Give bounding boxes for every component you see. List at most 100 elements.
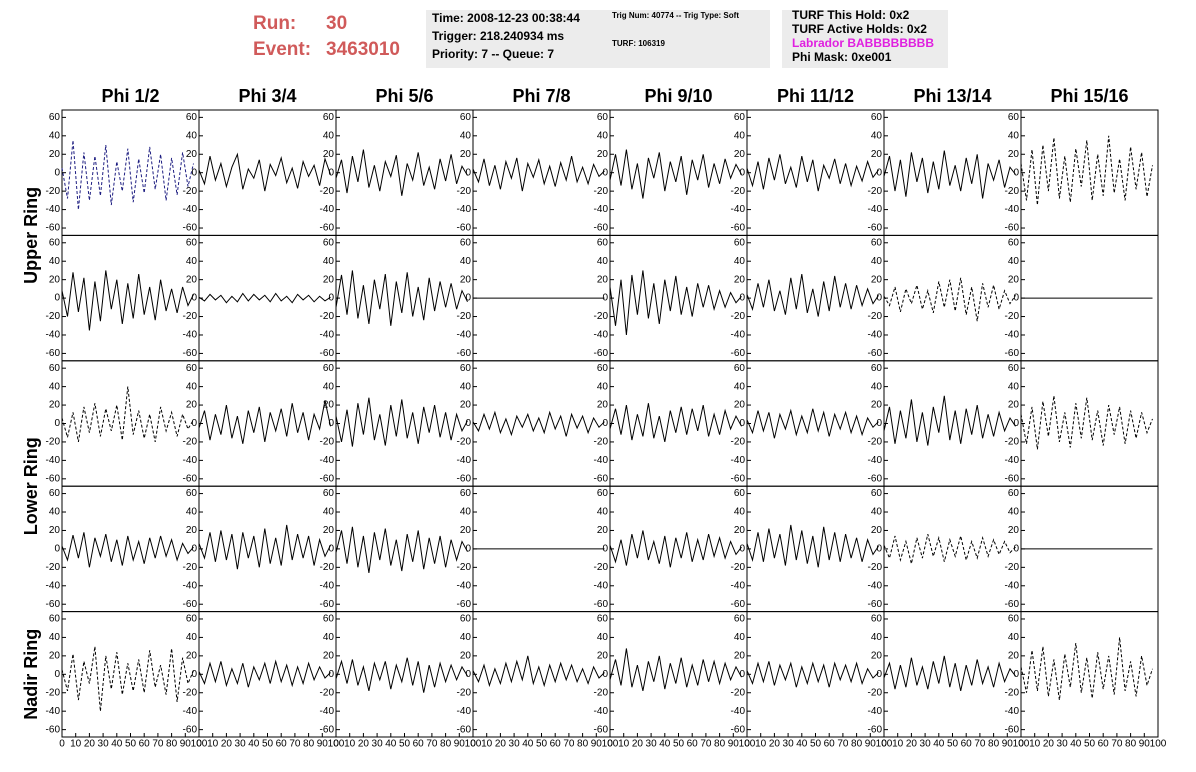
x-tick-label: 80 xyxy=(577,739,589,750)
x-tick-label: 0 xyxy=(470,739,476,750)
x-tick-label: 50 xyxy=(536,739,548,750)
x-tick-label: 10 xyxy=(892,739,904,750)
y-tick-label: 0 xyxy=(876,669,882,680)
y-tick-label: 0 xyxy=(328,293,334,304)
waveform xyxy=(61,646,194,712)
panel-frame xyxy=(335,109,474,236)
y-tick-label: 40 xyxy=(460,632,472,643)
x-tick-label: 10 xyxy=(755,739,767,750)
y-tick-label: 60 xyxy=(597,237,609,248)
y-tick-label: -20 xyxy=(731,562,746,573)
y-tick-label: -40 xyxy=(594,330,609,341)
x-tick-label: 40 xyxy=(1070,739,1082,750)
y-tick-label: 40 xyxy=(323,632,335,643)
y-tick-label: -20 xyxy=(457,687,472,698)
waveform xyxy=(746,154,879,192)
y-tick-label: 0 xyxy=(602,293,608,304)
y-tick-label: 20 xyxy=(186,149,198,160)
y-tick-label: -60 xyxy=(457,223,472,234)
y-tick-label: 0 xyxy=(602,669,608,680)
info-box xyxy=(605,10,770,68)
y-tick-label: -60 xyxy=(183,473,198,484)
x-tick-label: 30 xyxy=(1057,739,1069,750)
y-tick-label: -20 xyxy=(183,186,198,197)
y-tick-label: 40 xyxy=(1008,130,1020,141)
y-tick-label: -20 xyxy=(594,437,609,448)
y-tick-label: 60 xyxy=(734,112,746,123)
y-tick-label: 20 xyxy=(597,149,609,160)
y-tick-label: 20 xyxy=(460,149,472,160)
x-tick-label: 40 xyxy=(522,739,534,750)
x-tick-label: 80 xyxy=(440,739,452,750)
column-title: Phi 11/12 xyxy=(777,86,854,106)
y-tick-label: 20 xyxy=(49,400,61,411)
y-tick-label: 40 xyxy=(1008,507,1020,518)
x-tick-label: 60 xyxy=(550,739,562,750)
y-tick-label: 60 xyxy=(597,614,609,625)
x-tick-label: 0 xyxy=(881,739,887,750)
x-tick-label: 20 xyxy=(495,739,507,750)
y-tick-label: 40 xyxy=(323,507,335,518)
y-tick-label: -20 xyxy=(457,437,472,448)
x-tick-label: 10 xyxy=(207,739,219,750)
x-tick-label: 50 xyxy=(673,739,685,750)
y-tick-label: -40 xyxy=(457,580,472,591)
waveform xyxy=(609,403,742,443)
y-tick-label: 60 xyxy=(460,363,472,374)
y-tick-label: -20 xyxy=(868,437,883,448)
y-tick-label: -20 xyxy=(1005,437,1020,448)
panel-frame xyxy=(335,485,474,613)
y-tick-label: -60 xyxy=(868,724,883,735)
y-tick-label: 0 xyxy=(1013,293,1019,304)
y-tick-label: -20 xyxy=(46,562,61,573)
x-tick-label: 20 xyxy=(906,739,918,750)
y-tick-label: 0 xyxy=(54,418,60,429)
y-tick-label: -60 xyxy=(731,599,746,610)
x-tick-label: 40 xyxy=(248,739,260,750)
y-tick-label: 0 xyxy=(54,544,60,555)
panel-frame xyxy=(1020,360,1159,487)
x-tick-label: 60 xyxy=(1098,739,1110,750)
x-tick-label: 80 xyxy=(1125,739,1137,750)
y-tick-label: -40 xyxy=(46,330,61,341)
x-tick-label: 90 xyxy=(1002,739,1014,750)
x-tick-label: 30 xyxy=(372,739,384,750)
y-tick-label: -40 xyxy=(320,580,335,591)
y-tick-label: -20 xyxy=(183,687,198,698)
y-tick-label: 60 xyxy=(1008,112,1020,123)
y-tick-label: -40 xyxy=(320,204,335,215)
y-tick-label: -60 xyxy=(457,599,472,610)
x-tick-label: 100 xyxy=(1013,739,1030,750)
x-tick-label: 20 xyxy=(1043,739,1055,750)
y-tick-label: 60 xyxy=(460,112,472,123)
x-tick-label: 100 xyxy=(876,739,893,750)
x-tick-label: 0 xyxy=(1018,739,1024,750)
y-tick-label: 40 xyxy=(323,256,335,267)
y-tick-label: 40 xyxy=(186,507,198,518)
y-tick-label: -60 xyxy=(320,473,335,484)
waveform xyxy=(61,140,194,210)
panel-frame xyxy=(335,234,474,362)
y-tick-label: -20 xyxy=(320,437,335,448)
x-tick-label: 70 xyxy=(563,739,575,750)
y-tick-label: -60 xyxy=(457,473,472,484)
info-box xyxy=(782,10,948,68)
y-tick-label: 20 xyxy=(871,400,883,411)
x-tick-label: 40 xyxy=(385,739,397,750)
y-tick-label: -20 xyxy=(46,186,61,197)
y-tick-label: 0 xyxy=(465,544,471,555)
x-tick-label: 100 xyxy=(739,739,756,750)
y-tick-label: -20 xyxy=(1005,687,1020,698)
y-tick-label: -40 xyxy=(183,706,198,717)
y-tick-label: -20 xyxy=(457,311,472,322)
waveform xyxy=(1020,135,1153,206)
y-tick-label: -40 xyxy=(594,580,609,591)
x-tick-label: 20 xyxy=(632,739,644,750)
y-tick-label: -40 xyxy=(731,706,746,717)
x-tick-label: 40 xyxy=(796,739,808,750)
x-tick-label: 0 xyxy=(333,739,339,750)
y-tick-label: 0 xyxy=(191,669,197,680)
y-tick-label: 20 xyxy=(871,650,883,661)
y-tick-label: 20 xyxy=(186,274,198,285)
y-tick-label: 60 xyxy=(871,614,883,625)
